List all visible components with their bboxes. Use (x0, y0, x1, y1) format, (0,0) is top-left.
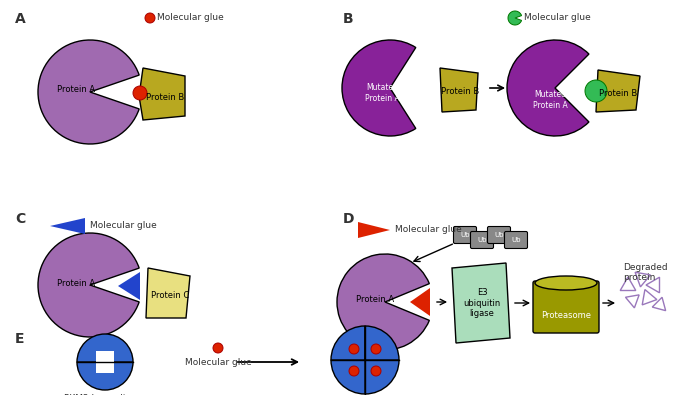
Text: Protein A: Protein A (57, 278, 95, 288)
Circle shape (145, 13, 155, 23)
Circle shape (349, 344, 359, 354)
Wedge shape (365, 360, 399, 394)
Polygon shape (596, 70, 640, 112)
Text: D: D (343, 212, 354, 226)
Polygon shape (410, 288, 430, 316)
Text: Protein A: Protein A (57, 85, 95, 94)
Text: Ub: Ub (511, 237, 520, 243)
Text: A: A (15, 12, 26, 26)
Polygon shape (118, 272, 140, 300)
Wedge shape (507, 40, 589, 136)
Circle shape (213, 343, 223, 353)
Text: Protein B: Protein B (441, 88, 479, 96)
Bar (96, 351, 114, 373)
Circle shape (133, 86, 147, 100)
Text: Molecular glue: Molecular glue (185, 358, 251, 367)
Wedge shape (337, 254, 429, 350)
FancyBboxPatch shape (533, 281, 599, 333)
Polygon shape (452, 263, 510, 343)
Ellipse shape (535, 276, 597, 290)
Text: Molecular glue: Molecular glue (157, 13, 223, 23)
Wedge shape (508, 11, 522, 25)
Text: Ub: Ub (477, 237, 487, 243)
Text: Mutated
Protein A: Mutated Protein A (533, 90, 568, 110)
FancyBboxPatch shape (504, 231, 527, 248)
Polygon shape (146, 268, 190, 318)
Wedge shape (365, 326, 399, 360)
Circle shape (585, 80, 607, 102)
Text: Ub: Ub (460, 232, 470, 238)
Wedge shape (342, 40, 416, 136)
Text: Mutated
Protein A: Mutated Protein A (364, 83, 400, 103)
Polygon shape (50, 218, 85, 234)
Wedge shape (38, 40, 139, 144)
Wedge shape (331, 360, 365, 394)
Text: Protein A: Protein A (356, 295, 394, 305)
FancyBboxPatch shape (487, 226, 510, 243)
Text: C: C (15, 212, 25, 226)
FancyBboxPatch shape (454, 226, 477, 243)
Wedge shape (331, 326, 365, 360)
Text: B: B (343, 12, 354, 26)
Wedge shape (77, 334, 133, 362)
Text: Molecular glue: Molecular glue (90, 222, 157, 231)
FancyBboxPatch shape (470, 231, 493, 248)
Circle shape (371, 344, 381, 354)
Text: Ub: Ub (494, 232, 504, 238)
Text: Degraded
protein: Degraded protein (623, 263, 668, 282)
Text: Molecular glue: Molecular glue (395, 226, 462, 235)
Circle shape (349, 366, 359, 376)
Circle shape (371, 366, 381, 376)
Text: Protein C: Protein C (151, 292, 189, 301)
Polygon shape (440, 68, 478, 112)
Text: E3
ubiquitin
ligase: E3 ubiquitin ligase (463, 288, 501, 318)
Polygon shape (139, 68, 185, 120)
Wedge shape (77, 362, 133, 390)
Text: E: E (15, 332, 24, 346)
Polygon shape (358, 222, 390, 238)
Text: PKM2 homodimer,
less active: PKM2 homodimer, less active (64, 394, 146, 395)
Text: Protein B: Protein B (146, 94, 184, 102)
Text: Molecular glue: Molecular glue (524, 13, 591, 23)
Text: Proteasome: Proteasome (541, 310, 591, 320)
Text: Protein B: Protein B (599, 90, 637, 98)
Wedge shape (38, 233, 139, 337)
